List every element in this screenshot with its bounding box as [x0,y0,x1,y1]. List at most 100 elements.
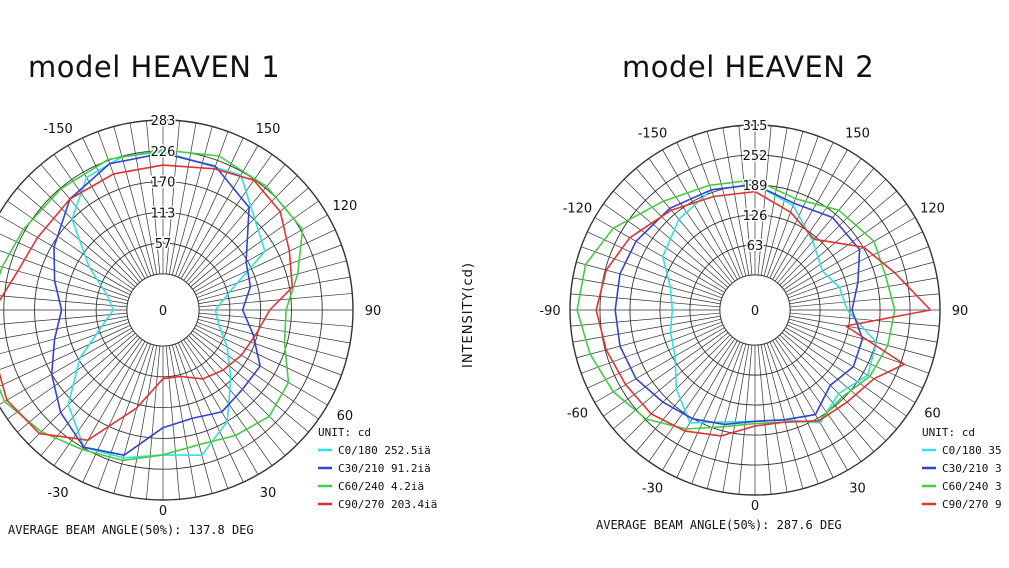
angle-label: -30 [47,486,68,501]
grid-spoke [194,327,328,406]
angle-label: 90 [365,304,382,319]
grid-spoke [197,260,347,301]
grid-spoke [576,318,722,359]
radial-tick-label: 113 [151,206,176,221]
grid-spoke [0,327,132,405]
grid-spoke [576,261,722,302]
grid-spoke [183,339,273,466]
series-line-c30 [614,183,864,426]
grid-spoke [198,293,353,308]
grid-spoke [676,142,741,279]
grid-spoke [172,126,213,276]
grid-spoke [766,136,819,278]
grid-spoke [738,125,753,276]
polar-chart-2: 0 63 126 189 252 315 -150 150 -120 120 -90 90 -60 60 -… [539,118,1002,533]
chart-title-2: model HEAVEN 2 [622,50,875,84]
grid-spoke [129,345,158,498]
grid-spoke [777,168,875,284]
grid-spoke [789,277,938,305]
grid-spoke [180,341,259,475]
grid-spoke [168,122,197,275]
legend-entry: C30/210 3 [942,462,1002,475]
grid-spoke [28,335,138,445]
angle-label: 60 [337,409,354,424]
grid-spoke [623,334,731,442]
grid-spoke [706,343,747,489]
grid-spoke [165,345,180,500]
grid-spoke [0,322,130,370]
grid-spoke [17,187,136,288]
angle-label: 30 [849,482,866,497]
grid-spoke [788,261,934,302]
grid-spoke [691,342,744,484]
grid-spoke [635,168,733,284]
grid-spoke [769,142,834,279]
grid-spoke [0,312,128,325]
grid-spoke [760,344,788,493]
grid-spoke [570,312,721,327]
grid-spoke [129,122,158,275]
grid-spoke [781,332,897,430]
radial-tick-label: 57 [155,237,172,252]
radial-tick-label: 189 [743,179,768,194]
grid-spoke [17,332,136,433]
angle-label: 30 [260,486,277,501]
angle-label: -90 [539,304,560,319]
grid-spoke [0,250,130,298]
grid-spoke [772,149,848,280]
radial-tick-label: 63 [747,239,764,254]
series-line-c90 [0,164,294,441]
grid-spoke [198,315,351,344]
grid-spoke [28,175,138,285]
grid-spoke [789,312,940,327]
angle-label: 0 [751,499,759,514]
grid-spoke [779,334,887,442]
grid-spoke [648,338,736,462]
grid-spoke [165,120,180,275]
grid-spoke [757,125,772,276]
grid-spoke [146,120,161,275]
grid-spoke [662,149,738,280]
grid-spoke [113,126,154,276]
grid-spoke [789,293,940,308]
grid-spoke [53,154,143,281]
grid-spoke [185,164,286,283]
unit-label: UNIT: cd [922,426,975,439]
grid-spoke [97,131,151,277]
grid-spoke [82,342,149,483]
grid-spoke [763,131,804,277]
legend-entry: C90/270 203.4iä [338,498,437,511]
grid-spoke [785,217,916,293]
grid-spoke [146,345,161,500]
grid-spoke [581,321,723,374]
unit-label: UNIT: cd [318,426,371,439]
grid-spoke [67,341,146,475]
beam-angle-label: AVERAGE BEAM ANGLE(50%): 137.8 DEG [8,523,254,537]
grid-spoke [786,324,923,389]
grid-spoke [0,215,132,293]
grid-spoke [676,341,741,478]
chart-title-1: model HEAVEN 1 [28,50,281,84]
grid-spoke [0,324,131,387]
grid-spoke [786,231,923,296]
grid-spoke [195,229,336,296]
grid-spoke [691,136,744,278]
series-line-c90 [595,190,932,437]
grid-spoke [188,175,298,285]
grid-spoke [781,190,897,288]
grid-spoke [779,178,887,286]
grid-spoke [0,295,128,308]
grid-spoke [594,217,725,293]
polar-chart-1: 0 57 113 170 226 283 -150 150 120 90 60 30 0 -30 UNIT:… [0,113,437,537]
grid-spoke [587,324,724,389]
grid-spoke [0,233,131,296]
angle-label: 120 [920,202,945,217]
grid-spoke [662,340,738,471]
grid-spoke [570,293,721,308]
legend-entry: C0/180 35 [942,444,1002,457]
grid-spoke [0,315,128,340]
grid-spoke [603,203,727,291]
radial-tick-label: 315 [743,119,768,134]
grid-spoke [613,332,729,430]
grid-spoke [82,137,149,278]
